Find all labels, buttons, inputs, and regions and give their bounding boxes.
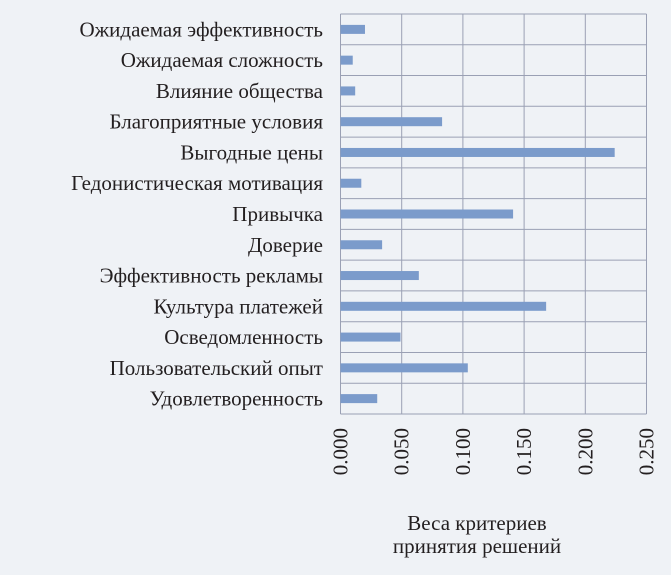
category-labels: Ожидаемая эффективность Ожидаемая сложнос… (71, 17, 324, 410)
category-label: Доверие (248, 233, 323, 257)
category-label: Ожидаемая сложность (121, 48, 323, 72)
x-tick-labels: 0.000 0.050 0.100 0.150 0.200 0.250 (329, 428, 659, 475)
x-tick-label: 0.250 (635, 428, 659, 475)
category-label: Эффективность рекламы (100, 264, 323, 288)
category-label: Пользовательский опыт (110, 356, 323, 380)
bar (340, 363, 468, 373)
bar (340, 209, 514, 219)
bar (340, 394, 378, 404)
bar (340, 147, 615, 157)
category-label: Влияние общества (156, 79, 324, 103)
bar (340, 117, 443, 127)
bars (340, 24, 615, 404)
x-tick-label: 0.100 (451, 428, 475, 475)
x-tick-label: 0.150 (512, 428, 536, 475)
category-label: Ожидаемая эффективность (79, 17, 323, 41)
bar (340, 178, 362, 188)
bar (340, 301, 547, 311)
category-label: Привычка (232, 202, 323, 226)
category-label: Удовлетворенность (150, 387, 323, 411)
bar (340, 332, 401, 342)
bar (340, 86, 356, 96)
x-axis-label-line1: Веса критериев (407, 511, 546, 535)
bar (340, 240, 383, 250)
bar (340, 55, 353, 65)
x-axis-label-line2: принятия решений (393, 534, 561, 558)
category-label: Осведомленность (164, 325, 323, 349)
category-label: Благоприятные условия (109, 110, 323, 134)
bar (340, 271, 419, 281)
category-label: Культура платежей (153, 294, 323, 318)
bar (340, 24, 365, 34)
x-tick-label: 0.000 (329, 428, 353, 475)
x-tick-label: 0.050 (390, 428, 414, 475)
x-tick-label: 0.200 (573, 428, 597, 475)
category-label: Выгодные цены (180, 140, 323, 164)
category-label: Гедонистическая мотивация (71, 171, 323, 195)
